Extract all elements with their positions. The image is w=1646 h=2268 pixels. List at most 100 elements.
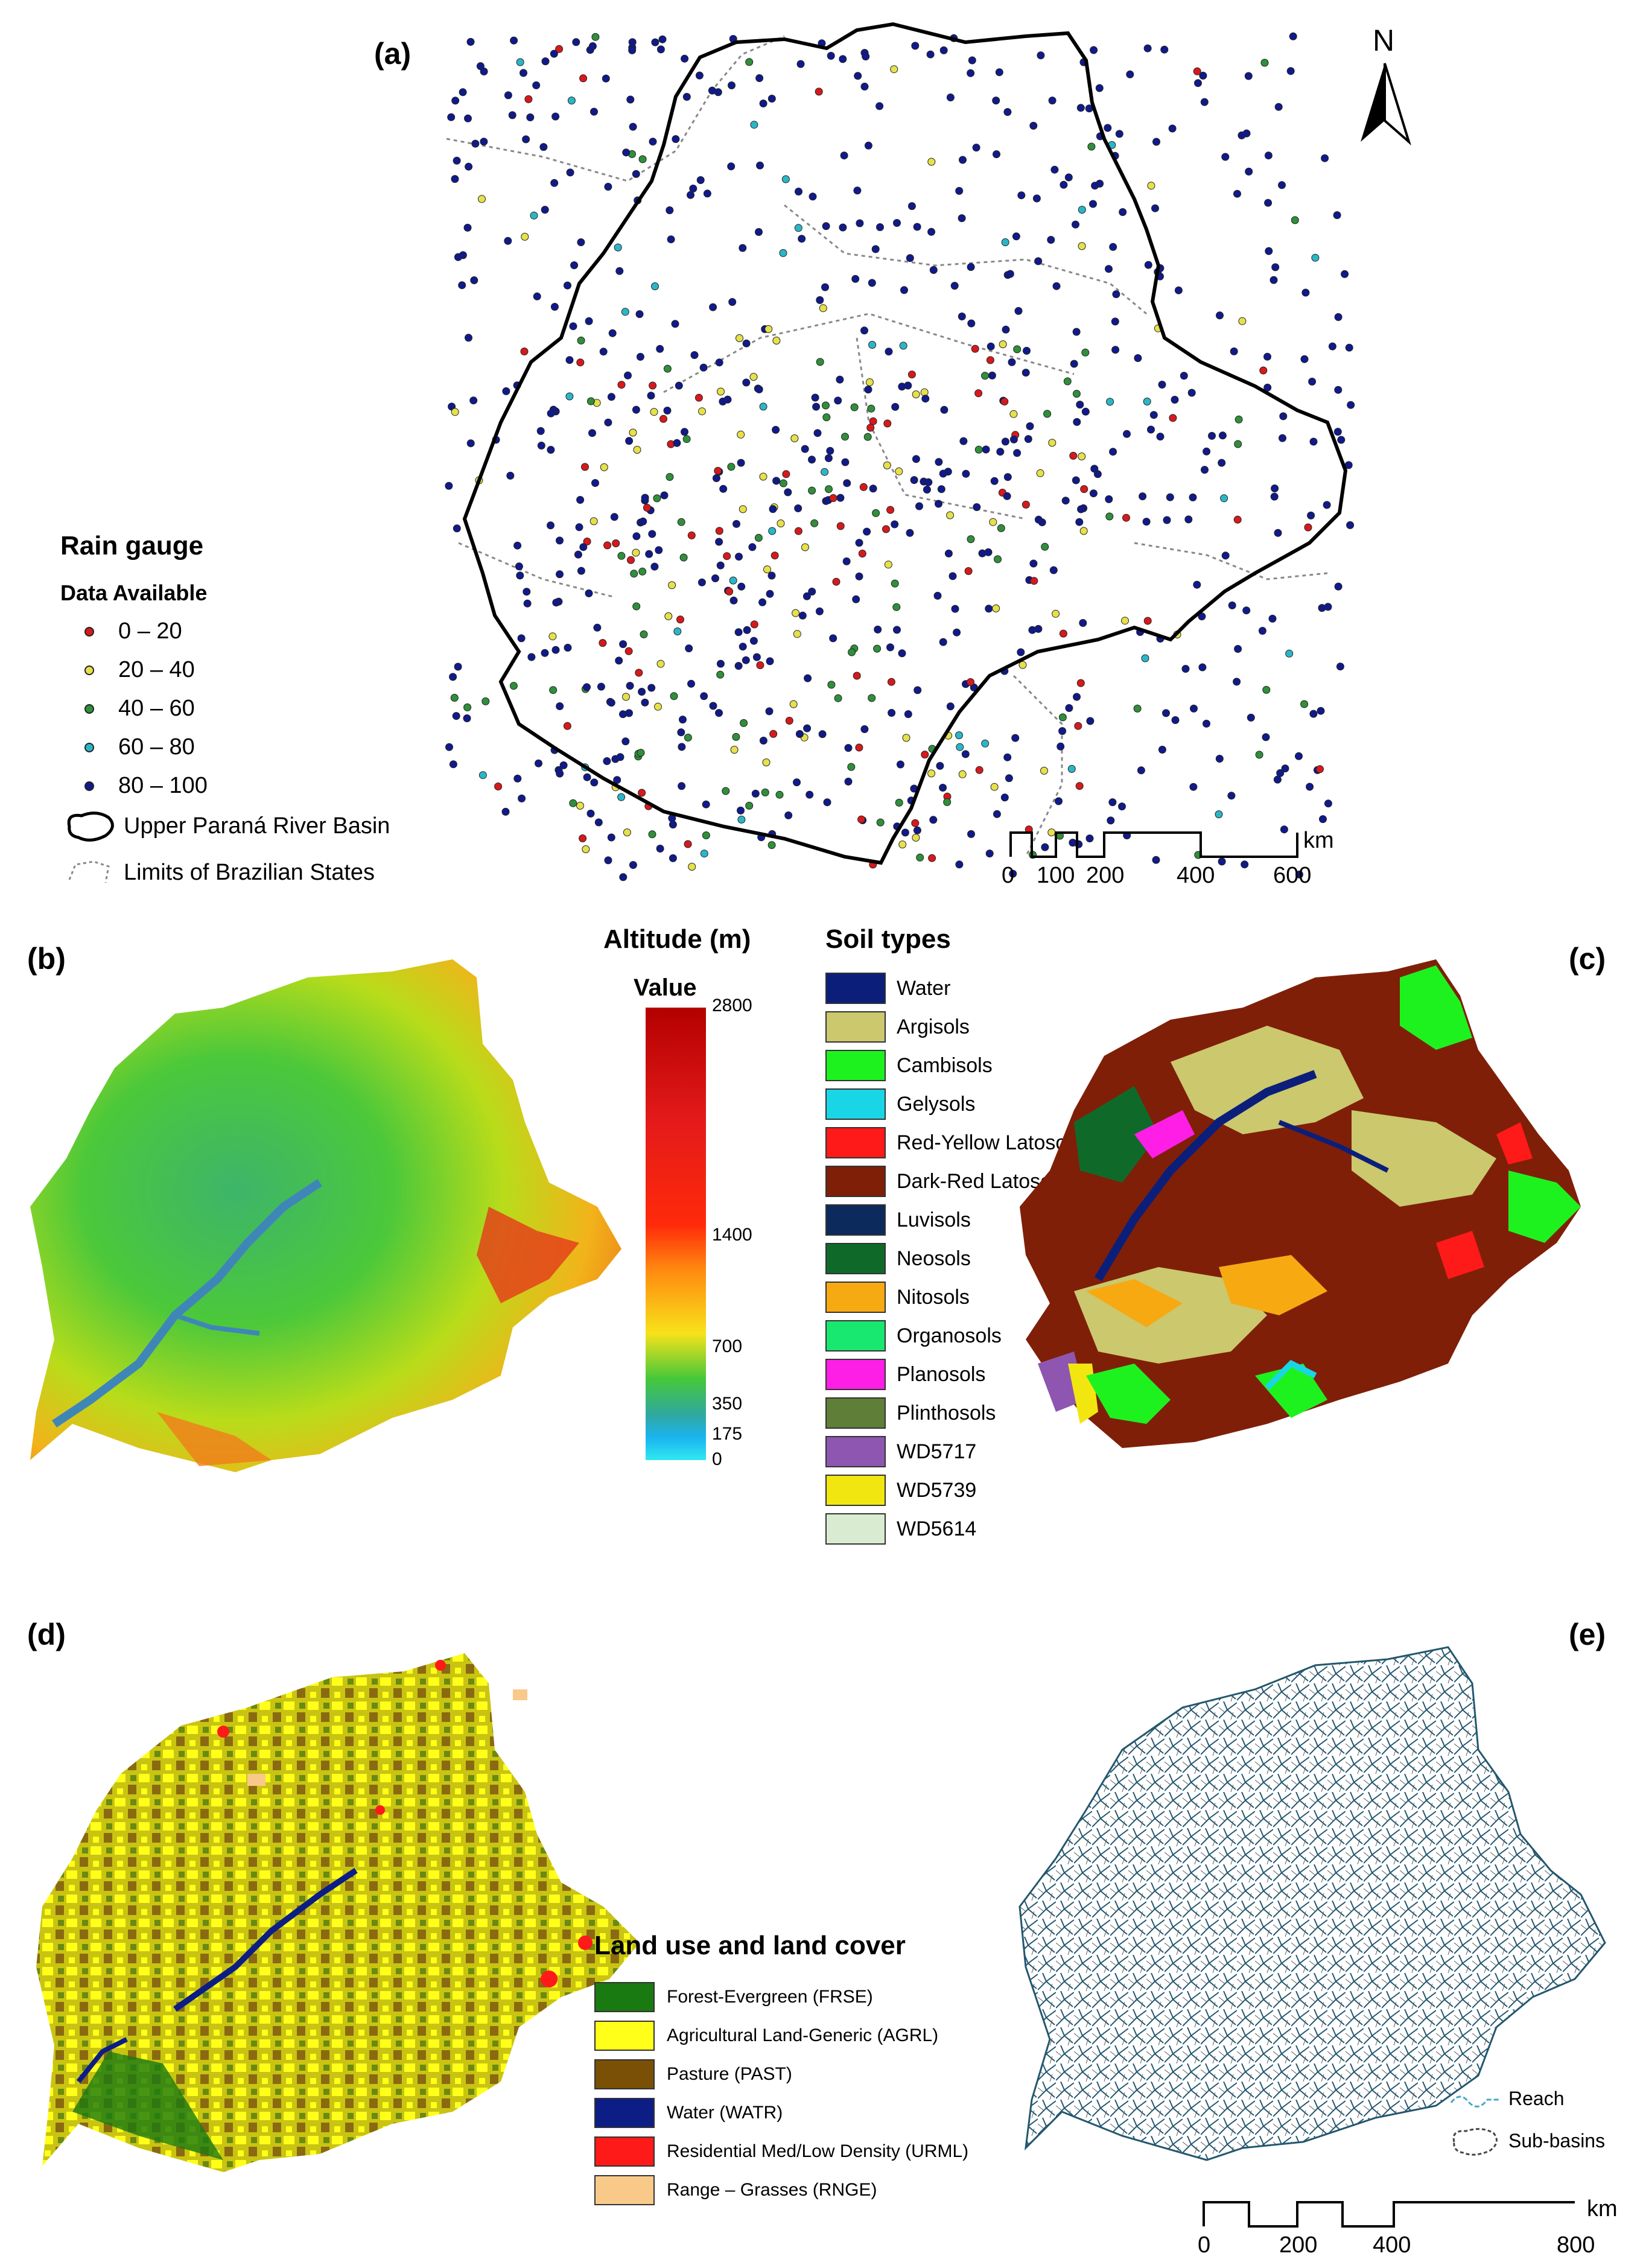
rain-gauge-point (594, 818, 603, 827)
rain-gauge-point (750, 620, 758, 629)
rain-gauge-point (1024, 435, 1032, 443)
rain-gauge-point (732, 519, 740, 528)
rain-gauge-map (445, 22, 1411, 881)
rain-gauge-point (1242, 129, 1251, 138)
rain-gauge-point (1307, 511, 1315, 519)
rain-gauge-point (844, 777, 853, 786)
rain-gauge-point (764, 325, 773, 333)
rain-gauge-point (1141, 654, 1149, 662)
rain-gauge-point (450, 694, 459, 702)
rain-gauge-point (1078, 242, 1086, 250)
rain-gauge-point (466, 37, 475, 46)
rain-gauge-point (675, 381, 683, 390)
rain-gauge-point (703, 189, 711, 198)
rain-gauge-point (579, 834, 587, 842)
rain-gauge-point (865, 378, 874, 386)
rain-gauge-point (822, 401, 830, 410)
rain-gauge-point (898, 649, 906, 658)
rain-gauge-point (648, 830, 656, 839)
rain-gauge-point (647, 392, 655, 400)
rain-gauge-point (1036, 469, 1044, 477)
rain-gauge-point (1052, 609, 1060, 618)
rain-gauge-point (690, 351, 699, 359)
rain-gauge-point (715, 527, 723, 535)
rain-gauge-point (672, 135, 680, 143)
rain-gauge-point (449, 760, 457, 769)
rain-gauge-point (699, 363, 708, 372)
rain-gauge-point (682, 435, 691, 443)
rain-gauge-point (1055, 797, 1063, 805)
landuse-legend-item: Forest-Evergreen (FRSE) (594, 1982, 873, 2012)
rain-gauge-point (667, 235, 675, 244)
rain-gauge-point (728, 81, 736, 89)
rain-gauge-point (1194, 79, 1202, 87)
rain-gauge-point (1078, 453, 1086, 460)
rain-gauge-point (524, 95, 533, 103)
rain-gauge-point (961, 750, 970, 758)
rain-gauge-point (712, 474, 720, 482)
rain-gauge-point (739, 643, 747, 651)
rain-gauge-point (749, 373, 758, 381)
rain-gauge-point (687, 531, 696, 539)
rain-gauge-point (943, 798, 952, 806)
rain-gauge-point (808, 456, 816, 464)
rain-gauge-point (999, 340, 1007, 349)
rain-gauge-point (666, 206, 674, 214)
rain-gauge-point (510, 36, 518, 45)
rain-gauge-point (868, 694, 876, 702)
rain-gauge-point (872, 509, 880, 517)
rain-gauge-point (576, 496, 585, 504)
rain-gauge-point (638, 688, 646, 696)
soil-legend-item: WD5739 (825, 1475, 976, 1506)
landuse-label: Pasture (PAST) (667, 2064, 792, 2084)
rain-gauge-point (454, 253, 462, 261)
rain-gauge-point (1324, 603, 1332, 611)
rain-gauge-point (1215, 810, 1223, 819)
rain-gauge-point (1234, 645, 1242, 653)
rain-gauge-point (600, 463, 608, 471)
rain-gauge-point (548, 632, 557, 641)
rain-gauge-point (1030, 577, 1038, 585)
rain-gauge-point (935, 500, 942, 508)
rain-gauge-point (958, 313, 966, 320)
soil-swatch (825, 1127, 886, 1158)
soil-label: Luvisols (897, 1208, 971, 1231)
rain-gauge-point (763, 565, 771, 574)
rain-gauge-point (1079, 619, 1087, 627)
rain-gauge-point (898, 840, 907, 849)
rain-gauge-point (567, 97, 576, 105)
rain-gauge-point (826, 446, 834, 455)
rain-gauge-point (990, 783, 999, 791)
rain-gauge-point (1133, 704, 1142, 713)
rain-gauge-point (670, 692, 678, 700)
rain-gauge-point (673, 627, 682, 635)
rain-gauge-point (1076, 104, 1085, 112)
rain-gauge-point (748, 543, 757, 551)
rain-gauge-point (772, 337, 781, 345)
landuse-label: Agricultural Land-Generic (AGRL) (667, 2025, 939, 2045)
rain-gauge-point (599, 348, 608, 356)
rain-gauge-point (1089, 200, 1097, 208)
soil-legend-item: Cambisols (825, 1050, 993, 1081)
rain-gauge-point (992, 97, 1000, 105)
gauge-dot-icon (84, 704, 94, 714)
altitude-color-ramp (646, 1008, 706, 1460)
rain-gauge-point (608, 329, 617, 337)
rain-gauge-point (1279, 434, 1286, 442)
rain-gauge-point (981, 372, 989, 380)
rain-gauge-point (907, 370, 916, 379)
rain-gauge-point (769, 729, 778, 738)
rain-gauge-point (781, 175, 790, 183)
rain-gauge-point (1304, 523, 1312, 532)
rain-gauge-point (949, 572, 957, 580)
rain-gauge-point (1143, 44, 1152, 52)
rain-gauge-point (586, 397, 595, 405)
rain-gauge-point (614, 243, 622, 252)
rain-gauge-point (1058, 727, 1067, 735)
rain-gauge-point (944, 549, 953, 557)
rain-gauge-point (793, 778, 801, 787)
rain-gauge-point (668, 581, 676, 589)
scale-e-tick-0: 0 (1198, 2232, 1211, 2258)
rain-gauge-point (951, 605, 959, 613)
rain-gauge-point (794, 527, 802, 535)
